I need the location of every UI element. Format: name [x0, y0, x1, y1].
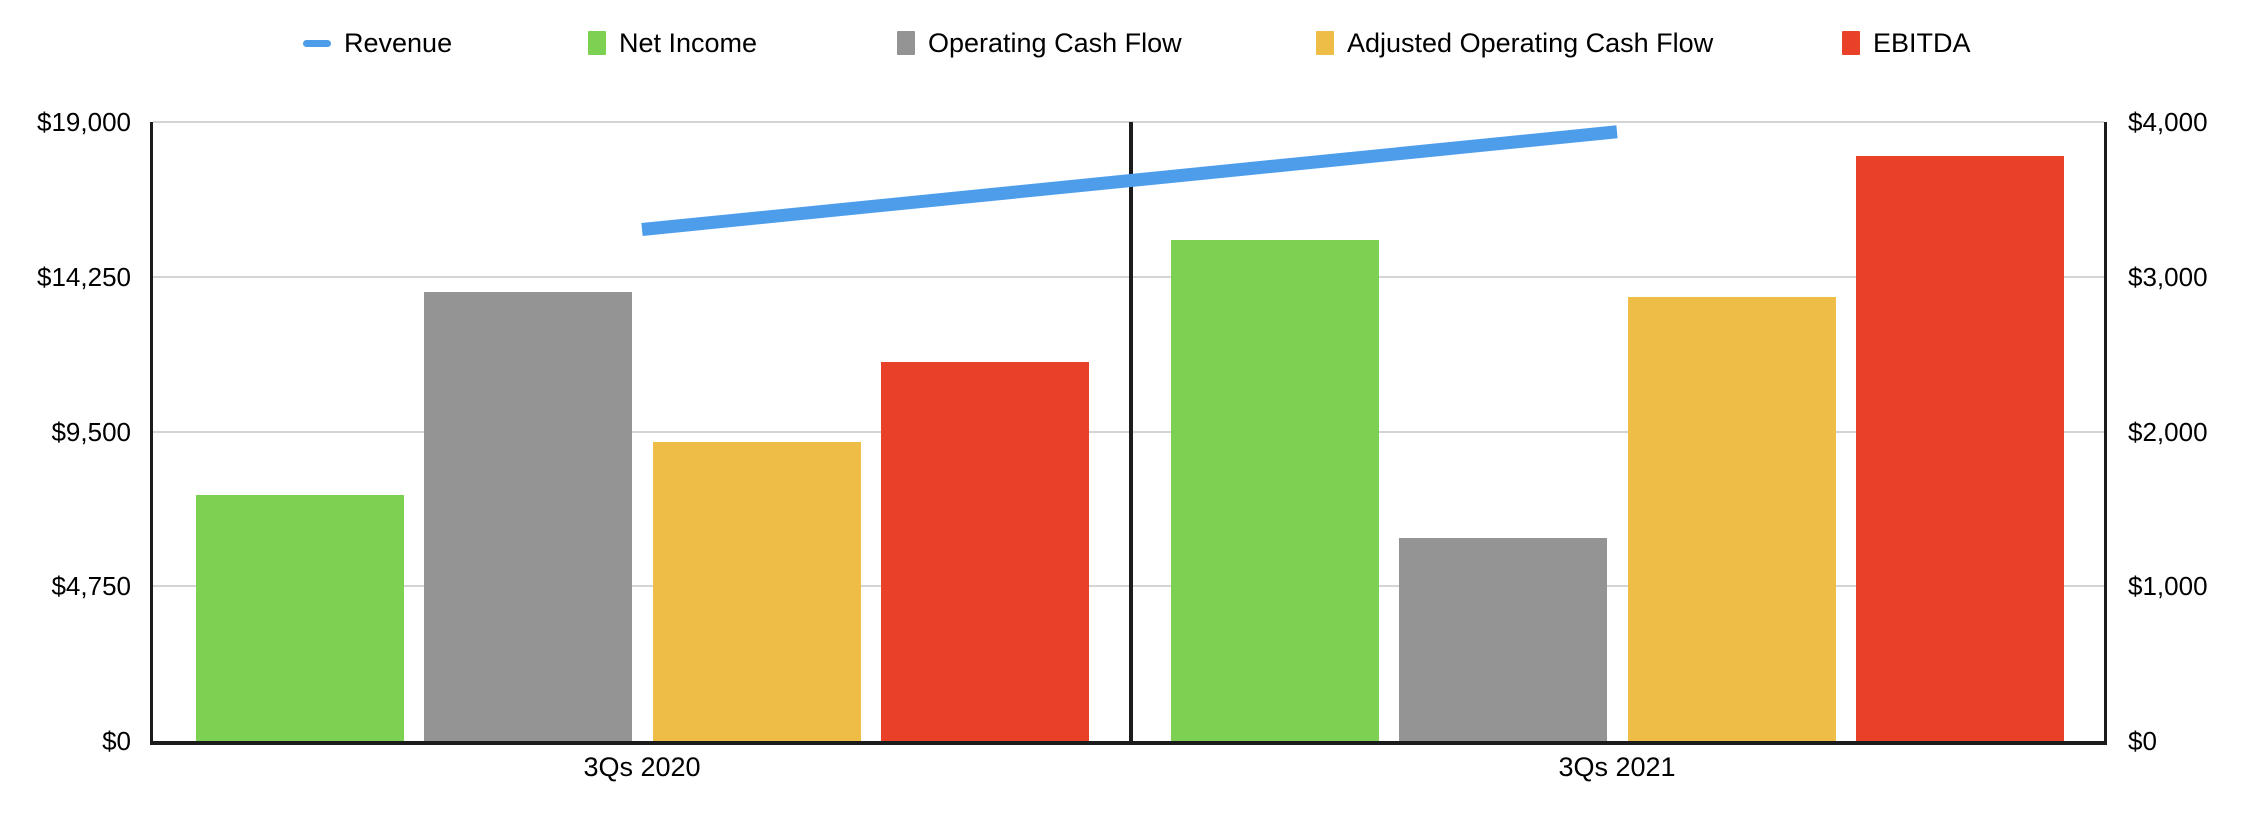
legend-item-adjusted-operating-cash-flow: Adjusted Operating Cash Flow	[1316, 18, 1713, 68]
gridline	[153, 430, 2104, 433]
legend-label-revenue: Revenue	[344, 27, 453, 58]
legend-item-ebitda: EBITDA	[1842, 18, 1971, 68]
legend-label-net-income: Net Income	[619, 27, 758, 58]
legend-item-operating-cash-flow: Operating Cash Flow	[897, 18, 1182, 68]
left-axis-tick-label: $14,250	[37, 261, 131, 292]
gridline	[153, 585, 2104, 588]
revenue-line-swatch-icon	[303, 39, 331, 47]
bar-net-income-3qs-2020	[196, 494, 404, 741]
right-axis-tick-label: $2,000	[2128, 416, 2208, 447]
category-label: 3Qs 2020	[583, 752, 701, 782]
category-divider-line	[1129, 122, 1133, 741]
gridline	[153, 275, 2104, 278]
legend-label-ebitda: EBITDA	[1873, 27, 1971, 58]
bar-ebitda-3qs-2020	[880, 361, 1089, 741]
left-axis-line	[150, 122, 153, 744]
operating-cash-flow-swatch-icon	[897, 31, 915, 55]
left-axis-tick-label: $9,500	[51, 416, 131, 447]
adjusted-operating-cash-flow-swatch-icon	[1316, 31, 1334, 55]
left-axis-tick-label: $4,750	[51, 571, 131, 602]
right-axis-tick-label: $3,000	[2128, 261, 2208, 292]
legend-item-net-income: Net Income	[588, 18, 757, 68]
right-axis-tick-label: $4,000	[2128, 107, 2208, 137]
left-axis-tick-label: $19,000	[37, 107, 131, 137]
left-axis-tick-label: $0	[102, 726, 131, 756]
legend-item-revenue: Revenue	[303, 18, 452, 68]
net-income-swatch-icon	[588, 31, 606, 55]
ebitda-swatch-icon	[1842, 31, 1860, 55]
bar-ebitda-3qs-2021	[1855, 156, 2064, 741]
category-label: 3Qs 2021	[1558, 752, 1676, 782]
bar-operating-cash-flow-3qs-2021	[1399, 538, 1608, 741]
gridline	[153, 121, 2104, 123]
right-axis-tick-label: $1,000	[2128, 571, 2208, 602]
bar-operating-cash-flow-3qs-2020	[424, 292, 633, 741]
legend: Revenue Net Income Operating Cash Flow A…	[0, 0, 2252, 70]
legend-label-operating-cash-flow: Operating Cash Flow	[928, 27, 1182, 58]
right-axis-line	[2104, 122, 2107, 744]
right-axis-tick-label: $0	[2128, 726, 2157, 756]
bar-net-income-3qs-2021	[1171, 239, 1379, 741]
legend-label-adjusted-operating-cash-flow: Adjusted Operating Cash Flow	[1347, 27, 1714, 58]
x-axis-line	[150, 741, 2107, 745]
bar-adjusted-operating-cash-flow-3qs-2020	[652, 442, 861, 741]
bar-adjusted-operating-cash-flow-3qs-2021	[1627, 296, 1836, 741]
